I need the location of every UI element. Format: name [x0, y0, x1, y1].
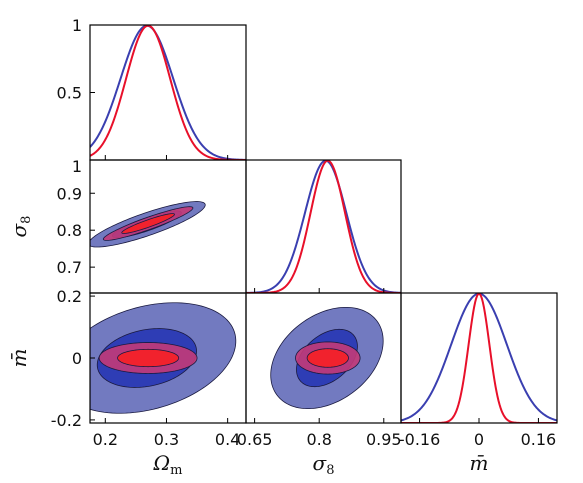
ytick-label-m-0: 0: [72, 349, 82, 368]
xtick-label-m--0.16: -0.16: [399, 430, 440, 449]
marginal-curve-m-series-1: [401, 293, 557, 422]
xtick-label-m-0: 0: [474, 430, 484, 449]
xtick-label-s8-0.8: 0.8: [306, 430, 331, 449]
xtick-label-Om-0.2: 0.2: [93, 430, 118, 449]
xlabel-m: m̄: [470, 451, 489, 475]
xlabel-sub-s8: 8: [326, 463, 334, 478]
xlabel-sub-Om: m: [170, 463, 182, 478]
xtick-label-s8-0.65: 0.65: [237, 430, 273, 449]
ytick-label-s8-0.7: 0.7: [57, 258, 82, 277]
xtick-label-m-0.16: 0.16: [521, 430, 557, 449]
ylabel-m: m̄: [7, 349, 31, 368]
marginal-curve-s8-series-2: [246, 160, 401, 293]
ylabel-s8: σ8: [7, 216, 34, 238]
ytick-label-s8-0.9: 0.9: [57, 184, 82, 203]
xtick-label-Om-0.4: 0.4: [215, 430, 240, 449]
ytick-label-row1-top: 1: [72, 157, 82, 176]
marginal-panel-m: [401, 293, 557, 423]
ytick-label-m-0.2: 0.2: [57, 287, 82, 306]
xlabel-Om: Ωm: [153, 451, 183, 478]
ytick-label-s8-0.8: 0.8: [57, 221, 82, 240]
contour-68-Om_m-series-2: [117, 348, 180, 368]
contour-panel-Om_s8: [90, 201, 206, 248]
panel-frame-0-0: [89, 24, 247, 161]
xlabel-s8: σ8: [313, 451, 335, 478]
marginal-panel-s8: [246, 160, 401, 293]
xtick-label-Om-0.3: 0.3: [154, 430, 179, 449]
marginal-panel-Om: [90, 25, 246, 160]
contour-68-s8_m-series-2: [306, 348, 349, 368]
marginal-curve-s8-series-1: [246, 160, 401, 293]
contour-panel-Om_m: [90, 302, 237, 414]
ytick-label-density-0.5: 0.5: [57, 84, 82, 103]
ylabel-sub-s8: 8: [19, 216, 34, 224]
ytick-label-density-1: 1: [72, 16, 82, 35]
contour-panel-s8_m: [270, 306, 384, 410]
xtick-label-s8-0.95: 0.95: [366, 430, 402, 449]
marginal-curve-m-series-2: [401, 293, 557, 423]
marginal-curve-Om-series-2: [90, 25, 246, 160]
ytick-label-m--0.2: -0.2: [51, 411, 82, 430]
marginal-curve-Om-series-1: [90, 25, 246, 160]
panel-frame-1-1: [245, 159, 402, 294]
contour-68-Om_s8-series-2: [121, 213, 175, 234]
